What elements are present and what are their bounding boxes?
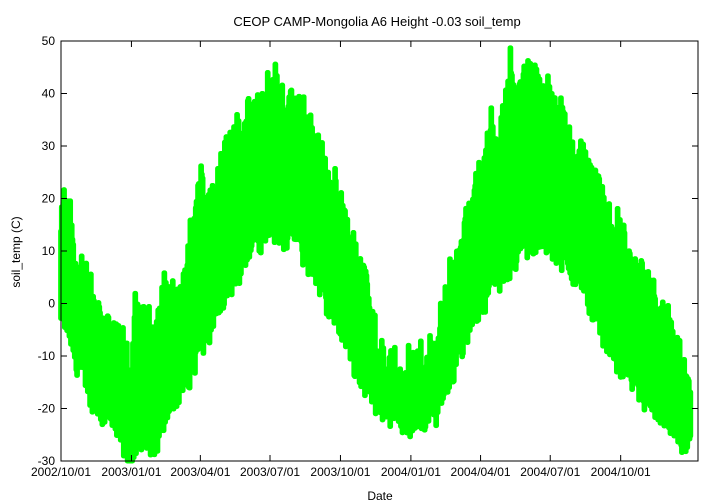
y-tick-label: 50 — [42, 34, 56, 48]
x-tick-label: 2004/07/01 — [520, 465, 580, 479]
axes: -30 -20 -10 0 10 20 30 40 50 2002/10/01 2003/01/01… — [31, 34, 699, 479]
x-axis-label: Date — [367, 489, 393, 503]
y-tick-label: 20 — [42, 192, 56, 206]
chart-title: CEOP CAMP-Mongolia A6 Height -0.03 soil_… — [233, 14, 520, 29]
y-axis-label: soil_temp (C) — [9, 216, 23, 287]
x-tick-label: 2003/01/01 — [101, 465, 161, 479]
y-tick-label: -20 — [38, 402, 56, 416]
y-tick-label: 0 — [48, 297, 55, 311]
y-tick-label: 10 — [42, 244, 56, 258]
y-tick-label: 40 — [42, 87, 56, 101]
data-points — [58, 45, 694, 464]
y-tick-label: -10 — [38, 349, 56, 363]
x-tick-label: 2003/04/01 — [170, 465, 230, 479]
x-tick-label: 2004/10/01 — [591, 465, 651, 479]
x-tick-label: 2004/01/01 — [381, 465, 441, 479]
y-tick-label: -30 — [38, 454, 56, 468]
x-tick-label: 2003/10/01 — [310, 465, 370, 479]
x-tick-label: 2004/04/01 — [451, 465, 511, 479]
x-tick-label: 2002/10/01 — [31, 465, 91, 479]
x-tick-label: 2003/07/01 — [240, 465, 300, 479]
y-tick-label: 30 — [42, 139, 56, 153]
